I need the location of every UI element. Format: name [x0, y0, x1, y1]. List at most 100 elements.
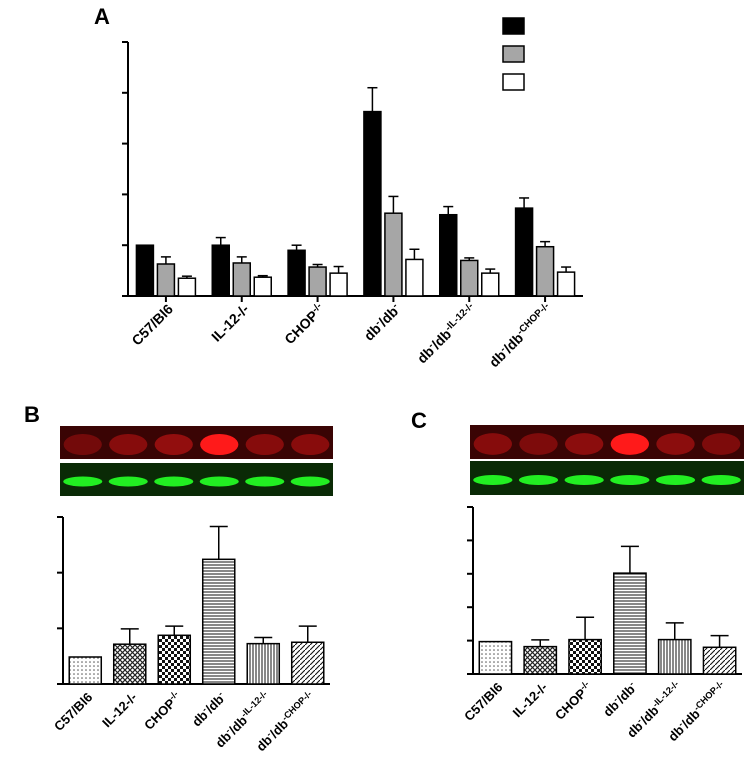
category-label: C57/Bl6 [128, 301, 176, 349]
bar [246, 642, 281, 685]
category-label-base: IL-12-/- [510, 680, 551, 721]
category-label-base: C57/Bl6 [461, 680, 505, 724]
chart-c: C57/Bl6 IL-12-/- CHOP-/-db-/db-db-/db-IL-1… [461, 425, 744, 744]
category-label: CHOP-/- [551, 679, 595, 723]
bar [439, 213, 458, 297]
blot-band-nox [63, 433, 102, 456]
blot-band-nox [245, 433, 284, 456]
bar [135, 244, 155, 297]
category-label: CHOP-/- [140, 689, 184, 733]
blot-band-nox [154, 433, 193, 456]
category-label-sup2: - [627, 679, 636, 688]
bar [211, 244, 230, 297]
blot-strip-nox [470, 425, 744, 459]
bar [157, 634, 192, 685]
category-label-sup: - [223, 726, 232, 735]
blot-strip-actin [470, 461, 744, 495]
panel-letter-a: A [94, 4, 110, 29]
chart-b: C57/Bl6 IL-12-/- CHOP-/-db-/db-db-/db-IL-1… [51, 426, 333, 754]
bar [460, 259, 479, 297]
category-label-sup: - [199, 705, 208, 714]
chart-a: C57/Bl6 IL-12-/- CHOP-/- db-/db-db-/db-IL-1… [122, 17, 583, 370]
bar [702, 646, 737, 675]
category-label: IL-12-/- [510, 680, 551, 721]
category-label-sup2: -IL-12-/- [239, 689, 269, 719]
category-label-base: IL-12-/- [99, 690, 140, 731]
blot-band-nox [564, 433, 604, 455]
category-label-sup: - [264, 729, 273, 738]
blot-strip-actin [60, 463, 333, 496]
bar [329, 272, 348, 297]
bar [481, 272, 500, 297]
category-label: C57/Bl6 [461, 680, 505, 724]
blot-band-actin [564, 475, 604, 485]
bar [232, 262, 251, 297]
category-label: C57/Bl6 [51, 690, 95, 734]
blot-band-actin [290, 476, 330, 487]
bar [535, 245, 555, 297]
category-label-sup: - [426, 340, 436, 350]
blot-band-actin [108, 476, 148, 487]
category-label-sup: - [676, 719, 685, 728]
category-label-sup2: - [390, 300, 400, 310]
category-label: db-/db-IL-12-/- [413, 300, 479, 366]
blot-band-nox [200, 433, 239, 456]
category-label-sup2: -CHOP-/- [692, 679, 726, 713]
blot-band-nox [610, 433, 650, 455]
blot-band-actin [154, 476, 194, 487]
blot-band-nox [656, 433, 695, 455]
bar [201, 558, 236, 685]
bar [613, 572, 647, 675]
panel-letter-b: B [24, 402, 40, 427]
bar [287, 249, 306, 297]
category-label-sup: - [372, 318, 382, 328]
blot-strip-nox [60, 426, 333, 459]
blot-band-actin [610, 475, 650, 485]
blot-band-nox [701, 433, 741, 455]
category-label-sup2: - [215, 689, 224, 698]
category-label: CHOP-/- [281, 300, 328, 347]
blot-band-actin [63, 476, 103, 487]
category-label-sup2: -CHOP-/- [515, 300, 552, 337]
blot-band-nox [291, 433, 330, 456]
category-label-base: IL-12-/- [208, 301, 252, 345]
bar [384, 212, 403, 297]
bar [68, 656, 103, 685]
bar [363, 110, 382, 297]
bar [112, 643, 147, 685]
bar [253, 276, 272, 297]
bar [156, 263, 176, 297]
category-label: IL-12-/- [208, 301, 252, 345]
category-label-sup: - [498, 344, 508, 354]
bar [657, 638, 692, 675]
bar [523, 645, 558, 675]
bar [568, 638, 602, 675]
legend-swatch [502, 73, 525, 91]
blot-band-nox [109, 433, 148, 456]
category-label: db-/db- [188, 689, 229, 730]
blot-band-nox [519, 433, 558, 455]
legend-swatch [502, 17, 525, 35]
bar [290, 641, 325, 685]
blot-band-actin [199, 476, 239, 487]
category-label: db-/db- [599, 679, 640, 720]
blot-band-actin [245, 476, 285, 487]
bar [177, 277, 197, 297]
category-label-sup: - [634, 716, 643, 725]
bar [308, 266, 327, 297]
category-label: db-/db- [360, 300, 403, 343]
category-label-sup2: -CHOP-/- [280, 689, 314, 723]
category-label: db-/db-CHOP-/- [485, 300, 555, 370]
panel-letter-c: C [411, 408, 427, 433]
bar [514, 207, 534, 297]
category-label-sup: - [611, 695, 620, 704]
blot-band-nox [473, 433, 513, 455]
bar [478, 640, 513, 675]
category-label-base: C57/Bl6 [128, 301, 176, 349]
blot-band-actin [473, 475, 513, 485]
category-label: IL-12-/- [99, 690, 140, 731]
legend-swatch [502, 45, 525, 63]
blot-band-actin [655, 475, 696, 485]
blot-band-actin [518, 475, 559, 485]
